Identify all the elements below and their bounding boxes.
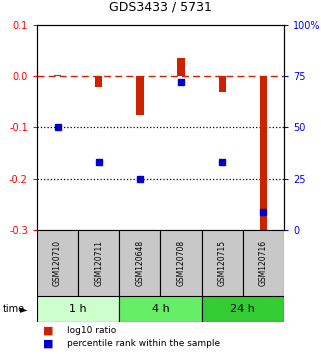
Text: percentile rank within the sample: percentile rank within the sample [67,339,221,348]
Bar [136,76,143,115]
Bar [119,296,202,322]
Text: GSM120708: GSM120708 [177,240,186,286]
Bar [160,230,202,296]
Text: ►: ► [20,304,28,314]
Bar [243,230,284,296]
Bar [202,296,284,322]
Bar [78,230,119,296]
Text: GSM120710: GSM120710 [53,240,62,286]
Text: 1 h: 1 h [69,304,87,314]
Text: ■: ■ [43,326,54,336]
Bar [202,230,243,296]
Bar [260,76,267,230]
Text: ■: ■ [43,338,54,348]
Bar [119,230,160,296]
Text: 24 h: 24 h [230,304,255,314]
Text: GSM120648: GSM120648 [135,240,144,286]
Bar [37,230,78,296]
Text: GSM120711: GSM120711 [94,240,103,286]
Bar [37,296,119,322]
Text: time: time [3,304,25,314]
Bar [95,76,102,87]
Text: GSM120716: GSM120716 [259,240,268,286]
Bar [219,76,226,92]
Bar [178,58,185,76]
Text: log10 ratio: log10 ratio [67,326,117,336]
Text: 4 h: 4 h [152,304,169,314]
Text: GSM120715: GSM120715 [218,240,227,286]
Bar [54,75,61,76]
Text: GDS3433 / 5731: GDS3433 / 5731 [109,1,212,14]
